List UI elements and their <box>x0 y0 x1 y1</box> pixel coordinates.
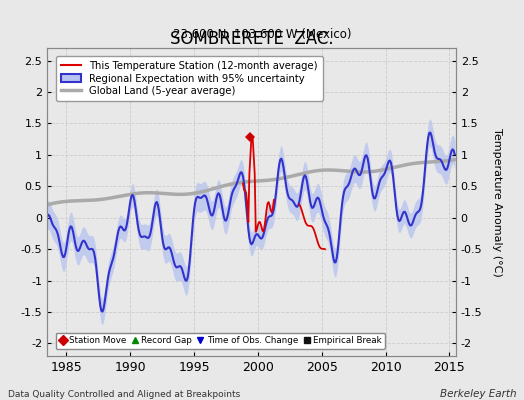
Legend: Station Move, Record Gap, Time of Obs. Change, Empirical Break: Station Move, Record Gap, Time of Obs. C… <box>56 332 385 348</box>
Y-axis label: Temperature Anomaly (°C): Temperature Anomaly (°C) <box>492 128 502 276</box>
Text: Data Quality Controlled and Aligned at Breakpoints: Data Quality Controlled and Aligned at B… <box>8 390 240 399</box>
Title: SOMBRERETE  ZAC.: SOMBRERETE ZAC. <box>170 30 333 48</box>
Text: 23.600 N, 103.600 W (Mexico): 23.600 N, 103.600 W (Mexico) <box>173 28 351 41</box>
Text: Berkeley Earth: Berkeley Earth <box>440 389 516 399</box>
